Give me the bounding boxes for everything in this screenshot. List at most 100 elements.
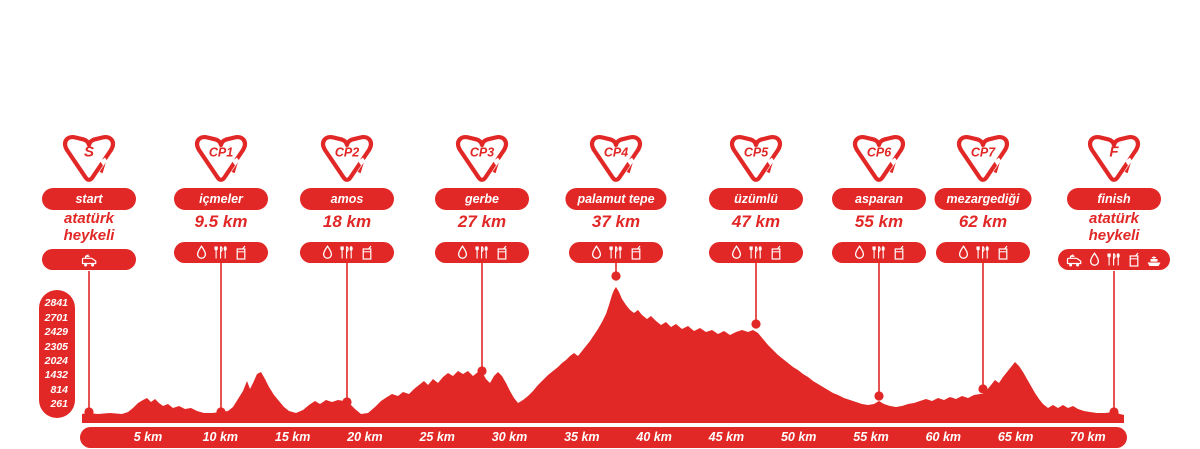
checkpoint-services-pill xyxy=(435,242,529,263)
checkpoint-dot xyxy=(84,407,94,417)
checkpoint-dot xyxy=(978,384,988,394)
elevation-value: 2024 xyxy=(44,355,68,367)
water-icon xyxy=(1089,251,1100,266)
axis-tick-label: 50 km xyxy=(780,430,817,444)
checkpoint-heart-icon: F xyxy=(1088,135,1140,182)
checkpoint-heart-icon: CP7 xyxy=(957,135,1009,182)
checkpoint-name-pill: mezargediği xyxy=(934,188,1032,210)
checkpoint-code: CP6 xyxy=(867,146,892,160)
checkpoint-badge: F xyxy=(1084,131,1144,187)
checkpoint-name-pill: palamut tepe xyxy=(565,188,667,210)
checkpoint-name-pill: start xyxy=(42,188,136,210)
checkpoint-services-pill xyxy=(42,249,136,270)
axis-tick-label: 60 km xyxy=(925,430,962,444)
elevation-value: 2429 xyxy=(44,326,68,339)
drink-icon xyxy=(998,245,1007,260)
checkpoint-badge: CP4 xyxy=(586,131,646,187)
food-icon xyxy=(871,245,885,258)
checkpoint-heart-icon: CP2 xyxy=(321,135,373,182)
checkpoint-heart-icon: S xyxy=(63,135,115,182)
axis-tick-label: 55 km xyxy=(853,430,889,444)
food-icon xyxy=(1107,252,1120,265)
checkpoint-badge: CP1 xyxy=(191,131,251,187)
checkpoint-services-pill xyxy=(1058,249,1170,270)
checkpoint-dot xyxy=(216,407,226,417)
checkpoint-distance: 27 km xyxy=(457,212,507,231)
checkpoint-name-pill: içmeler xyxy=(174,188,268,210)
drink-icon xyxy=(631,245,640,260)
checkpoint-dot xyxy=(342,397,352,407)
checkpoint-name-pill: üzümlü xyxy=(709,188,803,210)
checkpoint-name-pill: gerbe xyxy=(435,188,529,210)
water-icon xyxy=(958,244,968,259)
axis-tick-label: 70 km xyxy=(1070,430,1106,444)
checkpoint-code: CP2 xyxy=(335,146,359,160)
checkpoint-code: CP5 xyxy=(744,146,769,160)
drink-icon xyxy=(771,245,780,260)
water-icon xyxy=(457,244,467,259)
checkpoint-dot xyxy=(477,366,487,376)
food-icon xyxy=(339,245,353,258)
checkpoint-services-pill xyxy=(709,242,803,263)
checkpoint-heart-icon: CP1 xyxy=(195,135,247,182)
food-icon xyxy=(474,245,488,258)
checkpoint-distance: 37 km xyxy=(591,212,641,231)
checkpoint-code: CP4 xyxy=(604,146,628,160)
elevation-scale: 2841 2701 2429 2305 2024 1432 814 261 xyxy=(39,290,75,418)
axis-tick-label: 25 km xyxy=(419,430,455,444)
checkpoint-distance: 9.5 km xyxy=(194,212,248,231)
axis-tick-label: 15 km xyxy=(274,430,311,444)
axis-tick-label: 40 km xyxy=(636,430,672,444)
checkpoint-heart-icon: CP4 xyxy=(590,135,642,182)
axis-tick-label: 45 km xyxy=(708,430,745,444)
water-icon xyxy=(196,244,206,259)
checkpoint-dot xyxy=(611,271,621,281)
water-icon xyxy=(731,244,741,259)
shuttle-icon xyxy=(81,253,96,266)
distance-axis: 5 km 10 km 15 km 20 km 25 km 30 km 35 km 40 km 4… xyxy=(80,427,1127,448)
drink-icon xyxy=(1129,252,1139,267)
shuttle-icon xyxy=(1066,253,1082,266)
food-icon xyxy=(608,245,622,258)
checkpoint-code: CP7 xyxy=(971,146,996,160)
elevation-value: 2701 xyxy=(44,311,68,324)
checkpoint-name-pill: asparan xyxy=(832,188,926,210)
checkpoint-heart-icon: CP3 xyxy=(456,135,508,182)
drink-icon xyxy=(236,245,245,260)
checkpoint-services-pill xyxy=(832,242,926,263)
checkpoint-heart-icon: CP5 xyxy=(730,135,782,182)
axis-tick-label: 10 km xyxy=(202,430,239,444)
checkpoint-distance: 18 km xyxy=(322,212,372,231)
axis-tick-label: 20 km xyxy=(347,430,383,444)
checkpoint-name-pill: finish xyxy=(1067,188,1161,210)
checkpoint-distance: 47 km xyxy=(731,212,781,231)
checkpoint-services-pill xyxy=(174,242,268,263)
elevation-value: 2305 xyxy=(44,340,68,353)
food-icon xyxy=(213,245,227,258)
checkpoint-dot xyxy=(874,391,884,401)
drink-icon xyxy=(497,245,506,260)
checkpoint-badge: CP7 xyxy=(953,131,1013,187)
checkpoint-code: CP3 xyxy=(470,146,494,160)
elevation-area xyxy=(82,287,1124,423)
checkpoint-code: CP1 xyxy=(209,146,233,160)
checkpoint-services-pill xyxy=(936,242,1030,263)
water-icon xyxy=(591,244,601,259)
axis-tick-label: 5 km xyxy=(133,430,163,444)
drink-icon xyxy=(894,245,903,260)
elevation-value: 261 xyxy=(50,398,68,411)
checkpoint-badge: CP2 xyxy=(317,131,377,187)
checkpoint-badge: CP3 xyxy=(452,131,512,187)
food-icon xyxy=(975,245,989,258)
axis-tick-label: 35 km xyxy=(564,430,600,444)
axis-tick-label: 30 km xyxy=(491,430,528,444)
checkpoint-services-pill xyxy=(569,242,663,263)
elevation-value: 814 xyxy=(50,383,68,396)
water-icon xyxy=(854,244,864,259)
ferry-icon xyxy=(1147,255,1161,266)
axis-tick-label: 65 km xyxy=(997,430,1034,444)
checkpoint-location: atatürk heykeli xyxy=(63,210,115,244)
checkpoint-badge: S xyxy=(59,131,119,187)
